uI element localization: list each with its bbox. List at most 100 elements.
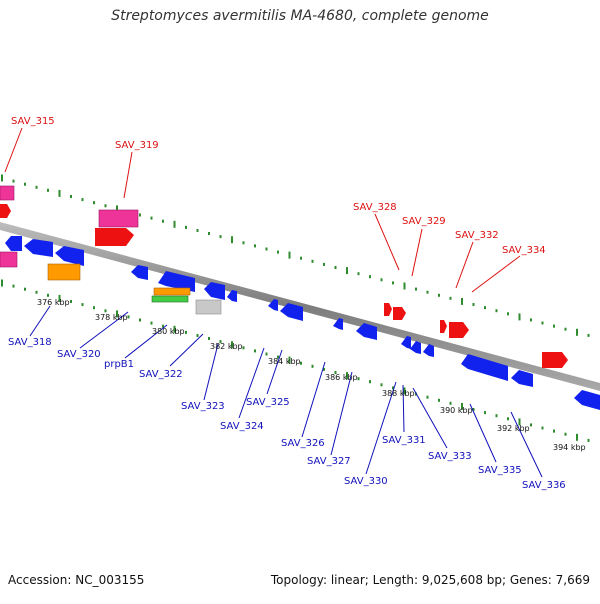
- ruler-major-tick: [1, 174, 3, 182]
- feature-blue-5[interactable]: [158, 271, 195, 292]
- gene-label-sav318[interactable]: SAV_318: [8, 337, 52, 348]
- ruler-minor-tick: [415, 287, 417, 291]
- gene-label-sav327[interactable]: SAV_327: [307, 456, 351, 467]
- ruler-minor-tick: [242, 241, 245, 245]
- feature-blue-10[interactable]: [333, 318, 343, 330]
- genome-summary: Topology: linear; Length: 9,025,608 bp; …: [270, 573, 590, 587]
- ruler-minor-tick: [541, 321, 544, 325]
- gene-label-sav334[interactable]: SAV_334: [502, 245, 546, 256]
- feature-blue-16[interactable]: [511, 370, 533, 387]
- forward-features: [0, 185, 568, 368]
- gene-label-sav333[interactable]: SAV_333: [428, 451, 472, 462]
- gene-label-sav332[interactable]: SAV_332: [455, 230, 499, 241]
- ruler-minor-tick: [564, 327, 567, 331]
- gene-label-sav330[interactable]: SAV_330: [344, 476, 388, 487]
- ruler-minor-tick: [553, 324, 555, 328]
- feature-prpb1-orange[interactable]: [153, 287, 191, 296]
- gene-label-sav326[interactable]: SAV_326: [281, 438, 325, 449]
- ruler-minor-tick: [449, 401, 452, 405]
- ruler-minor-tick: [311, 364, 314, 368]
- ruler-minor-tick: [47, 188, 49, 192]
- gene-label-sav335[interactable]: SAV_335: [478, 465, 522, 476]
- feature-blue-1[interactable]: [5, 236, 22, 251]
- ruler-minor-tick: [438, 293, 440, 297]
- ruler-minor-tick: [277, 250, 279, 254]
- gene-label-sav336[interactable]: SAV_336: [522, 480, 566, 491]
- feature-blue-9[interactable]: [280, 303, 303, 321]
- ruler-label: 376 kbp: [37, 298, 70, 307]
- ruler-minor-tick: [162, 324, 164, 328]
- ruler-major-tick: [58, 294, 61, 302]
- feature-sav323-gray[interactable]: [195, 299, 222, 315]
- ruler-minor-tick: [334, 371, 337, 374]
- ruler-minor-tick: [139, 318, 141, 322]
- ruler-minor-tick: [426, 290, 429, 294]
- feature-sav318-orange[interactable]: [47, 263, 81, 281]
- feature-blue-4[interactable]: [131, 265, 148, 280]
- gene-label-prpb1[interactable]: prpB1: [104, 359, 134, 370]
- feature-blue-11[interactable]: [356, 323, 377, 340]
- feature-sav332-red[interactable]: [440, 320, 447, 333]
- feature-sav318-pink[interactable]: [0, 251, 18, 268]
- feature-prpb1-green[interactable]: [151, 295, 189, 303]
- ruler-minor-tick: [12, 179, 15, 183]
- ruler-minor-tick: [35, 185, 38, 189]
- feature-blue-14[interactable]: [423, 344, 434, 357]
- gene-label-sav319[interactable]: SAV_319: [115, 140, 159, 151]
- ruler-minor-tick: [334, 266, 337, 269]
- ruler-minor-tick: [81, 303, 84, 307]
- ruler-minor-tick: [196, 334, 199, 337]
- ruler-minor-tick: [24, 182, 26, 186]
- feature-sav329-red[interactable]: [393, 307, 406, 320]
- feature-sav319-red[interactable]: [95, 228, 134, 246]
- feature-blue-15[interactable]: [461, 354, 508, 381]
- ruler-minor-tick: [47, 293, 49, 297]
- gene-label-sav329[interactable]: SAV_329: [402, 216, 446, 227]
- feature-blue-17[interactable]: [574, 390, 600, 410]
- feature-blue-3[interactable]: [55, 246, 84, 266]
- feature-sav319-pink[interactable]: [98, 209, 139, 228]
- ruler-minor-tick: [380, 383, 383, 387]
- gene-label-sav325[interactable]: SAV_325: [246, 397, 290, 408]
- forward-leader-lines: [4, 127, 521, 293]
- gene-label-sav320[interactable]: SAV_320: [57, 349, 101, 360]
- gene-label-sav331[interactable]: SAV_331: [382, 435, 426, 446]
- ruler-minor-tick: [185, 225, 187, 229]
- ruler-minor-tick: [277, 355, 279, 359]
- ruler-minor-tick: [70, 195, 72, 198]
- ruler-minor-tick: [265, 352, 268, 356]
- forward-gene-labels: SAV_315 SAV_319 SAV_328 SAV_329 SAV_332 …: [11, 116, 546, 256]
- feature-blue-7[interactable]: [227, 290, 237, 302]
- feature-sav334-red[interactable]: [449, 322, 469, 338]
- gene-label-sav324[interactable]: SAV_324: [220, 421, 264, 432]
- ruler-minor-tick: [300, 361, 302, 365]
- ruler-major-tick: [346, 267, 348, 275]
- feature-blue-12[interactable]: [401, 336, 411, 349]
- feature-blue-6[interactable]: [204, 282, 225, 300]
- ruler-minor-tick: [185, 330, 187, 334]
- ruler-minor-tick: [587, 333, 590, 337]
- feature-red-arrow-left[interactable]: [0, 204, 11, 218]
- reverse-features: [0, 236, 600, 410]
- ruler-minor-tick: [104, 204, 107, 208]
- feature-blue-2[interactable]: [24, 239, 53, 257]
- ruler-minor-tick: [472, 408, 475, 411]
- ruler-minor-tick: [369, 380, 371, 384]
- ruler-minor-tick: [150, 321, 153, 325]
- feature-sav315-pink[interactable]: [0, 185, 15, 201]
- ruler-major-tick: [173, 325, 176, 333]
- ruler-label: 384 kbp: [268, 357, 301, 366]
- ruler-label: 386 kbp: [325, 373, 358, 382]
- feature-blue-13[interactable]: [410, 341, 421, 354]
- gene-label-sav322[interactable]: SAV_322: [139, 369, 183, 380]
- feature-red-arrow-right[interactable]: [542, 352, 568, 368]
- feature-sav328-red[interactable]: [384, 303, 392, 316]
- ruler-minor-tick: [438, 398, 440, 402]
- ruler-label: 382 kbp: [210, 342, 243, 351]
- gene-label-sav328[interactable]: SAV_328: [353, 202, 397, 213]
- ruler-minor-tick: [265, 247, 268, 251]
- gene-label-sav315[interactable]: SAV_315: [11, 116, 55, 127]
- feature-blue-8[interactable]: [268, 299, 278, 311]
- ruler-minor-tick: [495, 309, 498, 313]
- gene-label-sav323[interactable]: SAV_323: [181, 401, 225, 412]
